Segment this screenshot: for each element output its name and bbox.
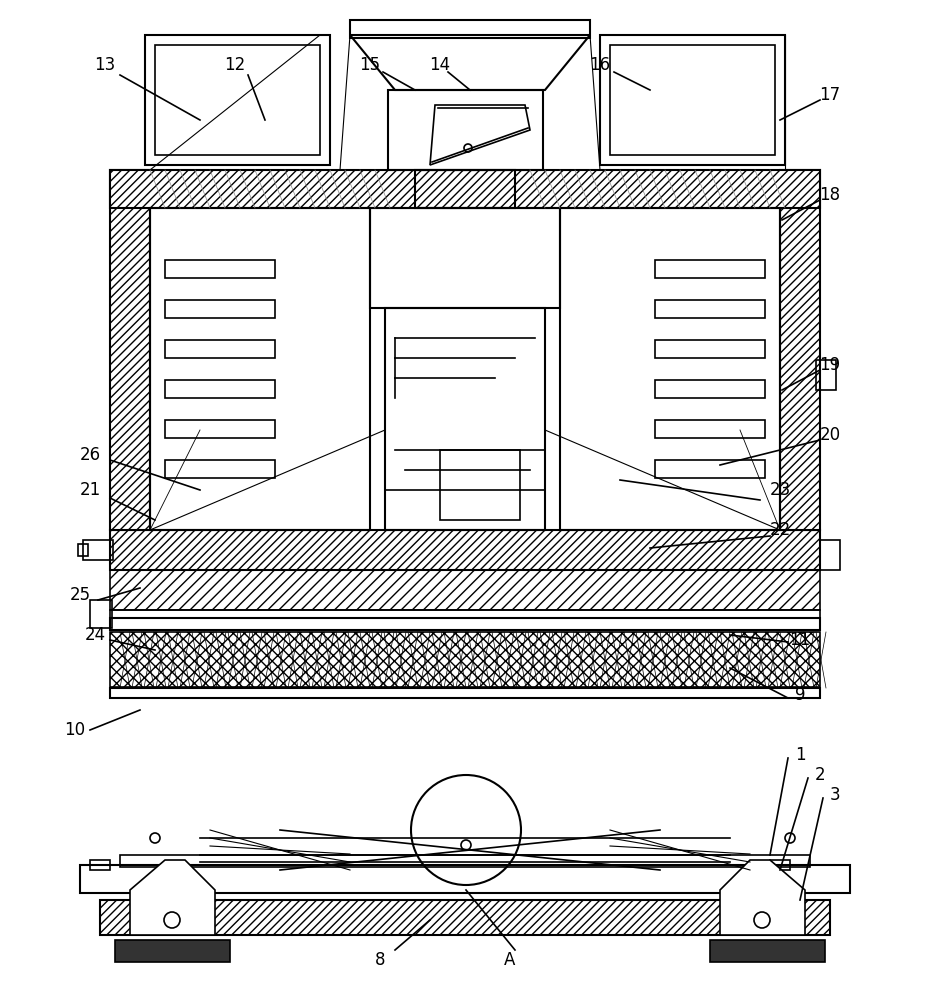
Bar (655, 300, 765, 318)
Text: 1: 1 (795, 746, 805, 764)
Text: A: A (505, 951, 516, 969)
Text: 8: 8 (375, 951, 385, 969)
Bar (110, 570, 820, 610)
Text: 26: 26 (79, 446, 101, 464)
Text: 21: 21 (79, 481, 101, 499)
Text: 12: 12 (224, 56, 245, 74)
Text: 17: 17 (819, 86, 841, 104)
Text: 10: 10 (64, 721, 86, 739)
Polygon shape (430, 105, 530, 165)
Bar (655, 420, 765, 438)
Bar (440, 450, 520, 520)
Bar (370, 208, 560, 308)
Text: 16: 16 (590, 56, 610, 74)
Bar (150, 208, 370, 530)
Text: 11: 11 (789, 631, 811, 649)
Bar (80, 865, 850, 893)
Text: 9: 9 (795, 686, 805, 704)
Bar (110, 688, 820, 698)
Bar (165, 420, 275, 438)
Bar (770, 860, 790, 870)
Polygon shape (720, 860, 805, 935)
Bar (145, 35, 330, 165)
Bar (115, 940, 230, 962)
Text: 19: 19 (819, 356, 841, 374)
Text: 14: 14 (429, 56, 451, 74)
Bar (110, 530, 820, 570)
Bar (90, 600, 112, 628)
Bar (610, 45, 775, 155)
Bar (415, 170, 515, 208)
Bar (816, 360, 836, 390)
Text: 2: 2 (815, 766, 826, 784)
Bar (120, 855, 810, 867)
Bar (350, 20, 590, 38)
Bar (165, 260, 275, 278)
Text: 24: 24 (85, 626, 105, 644)
Bar (100, 900, 830, 935)
Bar (110, 170, 150, 530)
Bar (165, 460, 275, 478)
Bar (600, 35, 785, 165)
Text: 22: 22 (770, 521, 790, 539)
Text: 3: 3 (829, 786, 841, 804)
Text: 15: 15 (359, 56, 381, 74)
Bar (155, 45, 320, 155)
Bar (90, 860, 110, 870)
Bar (655, 380, 765, 398)
Bar (165, 380, 275, 398)
Bar (165, 300, 275, 318)
Text: 13: 13 (94, 56, 116, 74)
Text: 23: 23 (770, 481, 790, 499)
Bar (78, 544, 88, 556)
Bar (655, 460, 765, 478)
Text: 25: 25 (69, 586, 91, 604)
Bar (560, 208, 780, 530)
Text: 18: 18 (819, 186, 841, 204)
Text: 20: 20 (819, 426, 841, 444)
Bar (110, 618, 820, 630)
Bar (110, 632, 820, 687)
Bar (820, 540, 840, 570)
Bar (655, 340, 765, 358)
Polygon shape (130, 860, 215, 935)
Bar (385, 308, 545, 530)
Bar (655, 260, 765, 278)
Bar (388, 90, 543, 170)
Bar (110, 610, 820, 618)
Bar (110, 170, 820, 208)
Bar (780, 170, 820, 530)
Bar (83, 540, 113, 560)
Bar (710, 940, 825, 962)
Bar (165, 340, 275, 358)
